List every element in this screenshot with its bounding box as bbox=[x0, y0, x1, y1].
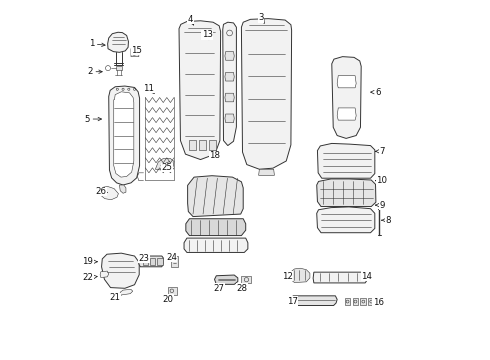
Polygon shape bbox=[100, 271, 109, 278]
Text: 28: 28 bbox=[237, 283, 247, 293]
Text: 9: 9 bbox=[376, 201, 385, 210]
Polygon shape bbox=[242, 276, 251, 283]
Polygon shape bbox=[225, 114, 234, 123]
Polygon shape bbox=[199, 140, 205, 150]
Text: 10: 10 bbox=[376, 176, 388, 185]
Polygon shape bbox=[157, 258, 163, 265]
Polygon shape bbox=[120, 289, 133, 295]
Text: 11: 11 bbox=[144, 84, 154, 94]
Text: 17: 17 bbox=[287, 297, 298, 306]
Polygon shape bbox=[225, 93, 234, 102]
Polygon shape bbox=[353, 298, 358, 305]
Text: 16: 16 bbox=[373, 298, 384, 307]
Text: 15: 15 bbox=[131, 46, 142, 55]
Polygon shape bbox=[361, 298, 366, 305]
Text: 4: 4 bbox=[188, 15, 194, 25]
Polygon shape bbox=[225, 51, 234, 60]
Text: 18: 18 bbox=[209, 151, 220, 160]
Text: 26: 26 bbox=[96, 187, 107, 196]
Polygon shape bbox=[209, 140, 216, 150]
Text: 23: 23 bbox=[138, 254, 149, 263]
Polygon shape bbox=[188, 176, 243, 217]
Polygon shape bbox=[143, 258, 148, 265]
Polygon shape bbox=[215, 275, 238, 284]
Polygon shape bbox=[109, 86, 140, 185]
Polygon shape bbox=[114, 92, 134, 177]
Text: 19: 19 bbox=[82, 257, 97, 266]
Polygon shape bbox=[223, 22, 236, 145]
Polygon shape bbox=[186, 219, 245, 235]
Polygon shape bbox=[344, 298, 350, 305]
Polygon shape bbox=[155, 158, 174, 170]
Polygon shape bbox=[120, 185, 126, 193]
Polygon shape bbox=[317, 207, 375, 233]
Polygon shape bbox=[332, 57, 361, 138]
Polygon shape bbox=[108, 32, 128, 52]
Polygon shape bbox=[368, 298, 374, 305]
Text: 20: 20 bbox=[162, 294, 173, 303]
Text: 24: 24 bbox=[166, 253, 177, 262]
Text: 3: 3 bbox=[258, 13, 264, 23]
Polygon shape bbox=[337, 76, 356, 88]
Polygon shape bbox=[189, 140, 196, 150]
Polygon shape bbox=[259, 169, 274, 175]
Text: 2: 2 bbox=[87, 67, 102, 76]
Text: 6: 6 bbox=[370, 87, 380, 96]
Polygon shape bbox=[317, 179, 376, 207]
Polygon shape bbox=[293, 296, 337, 306]
Polygon shape bbox=[318, 143, 375, 178]
Text: 12: 12 bbox=[282, 271, 293, 280]
Text: 13: 13 bbox=[202, 30, 213, 40]
Polygon shape bbox=[100, 186, 119, 200]
Polygon shape bbox=[337, 108, 356, 120]
Polygon shape bbox=[131, 49, 139, 57]
Polygon shape bbox=[225, 72, 234, 81]
Text: 5: 5 bbox=[84, 114, 101, 123]
Polygon shape bbox=[116, 66, 122, 70]
Polygon shape bbox=[179, 21, 220, 159]
Polygon shape bbox=[168, 287, 176, 295]
Polygon shape bbox=[172, 256, 178, 267]
Text: 7: 7 bbox=[376, 147, 385, 156]
Text: 25: 25 bbox=[161, 163, 172, 172]
Polygon shape bbox=[290, 268, 310, 283]
Text: 27: 27 bbox=[214, 283, 225, 293]
Polygon shape bbox=[184, 238, 248, 252]
Polygon shape bbox=[101, 253, 139, 288]
Text: 21: 21 bbox=[110, 293, 121, 302]
Polygon shape bbox=[139, 256, 163, 267]
Polygon shape bbox=[150, 258, 155, 265]
Polygon shape bbox=[242, 19, 292, 169]
Polygon shape bbox=[313, 272, 368, 283]
Text: 8: 8 bbox=[382, 216, 391, 225]
Text: 14: 14 bbox=[362, 271, 372, 280]
Text: 22: 22 bbox=[82, 273, 97, 282]
Text: 1: 1 bbox=[89, 39, 105, 48]
